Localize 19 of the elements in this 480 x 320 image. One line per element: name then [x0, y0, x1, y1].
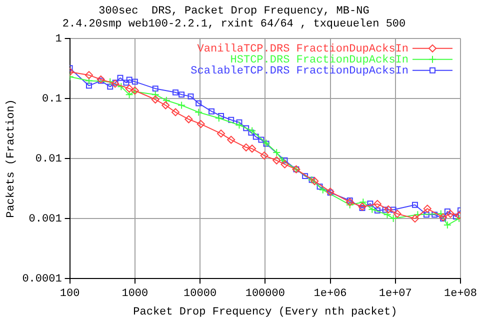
- y-tick-label: 0.01: [35, 153, 62, 166]
- legend-label: VanillaTCP.DRS FractionDupAcksIn: [197, 43, 408, 56]
- y-tick-label: 0.1: [42, 93, 62, 106]
- y-tick-label: 0.0001: [22, 274, 62, 286]
- legend-label: ScalableTCP.DRS FractionDupAcksIn: [190, 65, 408, 78]
- x-tick-label: 1e+07: [378, 288, 412, 300]
- x-tick-label: 1000: [122, 288, 148, 300]
- y-tick-label: 0.001: [28, 213, 62, 226]
- chart-subtitle: 2.4.20smp web100-2.2.1, rxint 64/64 , txqueuelen 500: [62, 18, 406, 31]
- y-axis-title: Packets (Fraction): [6, 99, 18, 218]
- x-axis-title: Packet Drop Frequency (Every nth packet): [133, 306, 398, 318]
- x-tick-label: 100000: [245, 288, 285, 300]
- x-tick-label: 1e+06: [314, 288, 347, 300]
- x-tick-label: 10000: [184, 288, 217, 300]
- y-tick-label: 1: [55, 33, 62, 46]
- x-tick-label: 100: [60, 288, 80, 300]
- chart-title: 300sec DRS, Packet Drop Frequency, MB-NG: [98, 6, 370, 18]
- legend-label: HSTCP.DRS FractionDupAcksIn: [230, 54, 408, 66]
- x-tick-label: 1e+08: [444, 288, 478, 300]
